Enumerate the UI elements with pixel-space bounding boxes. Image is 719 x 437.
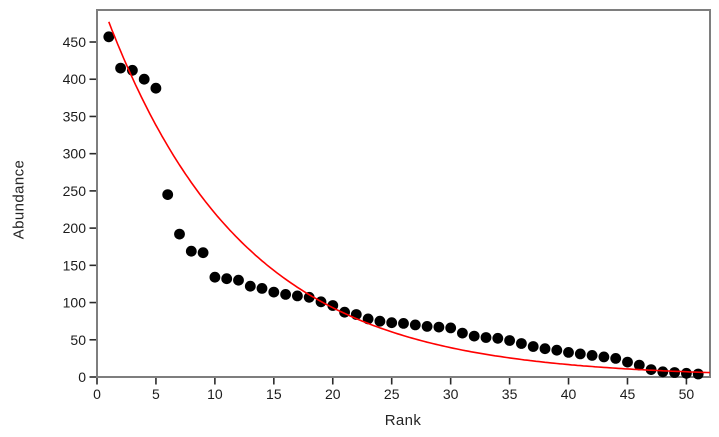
x-tick-label: 45 <box>620 386 636 402</box>
data-point <box>409 319 421 331</box>
data-point <box>386 317 398 329</box>
data-point <box>185 245 197 257</box>
data-point <box>457 327 468 339</box>
data-point <box>610 353 622 364</box>
y-tick-label: 50 <box>70 332 86 348</box>
y-tick-label: 350 <box>63 108 87 124</box>
y-tick-label: 400 <box>63 71 87 87</box>
data-point <box>280 289 291 300</box>
data-point <box>268 286 280 298</box>
data-point <box>504 335 515 346</box>
y-tick-label: 450 <box>63 34 87 50</box>
x-tick-label: 35 <box>502 386 518 402</box>
data-point <box>622 356 633 368</box>
data-point <box>551 344 563 356</box>
data-point <box>398 318 409 329</box>
fit-curve <box>108 21 711 374</box>
data-point <box>574 348 586 360</box>
data-point <box>374 315 386 327</box>
data-point <box>115 62 126 74</box>
y-tick-label: 300 <box>63 146 87 162</box>
x-tick-label: 25 <box>384 386 400 402</box>
x-tick-label: 15 <box>266 386 282 402</box>
data-point <box>669 367 680 378</box>
data-point <box>197 247 209 259</box>
data-point <box>150 82 162 94</box>
data-point <box>292 290 303 302</box>
data-point <box>527 341 539 352</box>
data-point <box>598 351 610 363</box>
y-tick-label: 200 <box>63 220 87 236</box>
data-point <box>209 271 221 283</box>
data-point <box>539 343 551 355</box>
y-tick-label: 150 <box>63 257 87 273</box>
x-tick-label: 40 <box>561 386 577 402</box>
data-point <box>162 189 174 201</box>
data-point <box>633 359 645 371</box>
data-point <box>174 228 185 240</box>
data-point <box>468 330 480 342</box>
y-tick-label: 100 <box>63 295 87 311</box>
data-point <box>692 368 704 380</box>
data-point <box>492 332 504 344</box>
data-point <box>233 274 244 286</box>
plot-border <box>96 9 711 378</box>
y-tick-label: 0 <box>78 369 86 385</box>
x-tick-label: 10 <box>207 386 223 402</box>
data-point <box>221 273 233 285</box>
data-point <box>445 322 457 334</box>
x-tick-label: 30 <box>443 386 459 402</box>
data-point <box>244 280 256 292</box>
x-tick-label: 0 <box>93 386 101 402</box>
data-point <box>480 332 492 343</box>
data-point <box>657 366 669 378</box>
data-point <box>433 321 445 333</box>
data-point <box>421 321 433 332</box>
data-point <box>681 367 692 379</box>
data-point <box>256 283 268 294</box>
x-tick-label: 5 <box>152 386 160 402</box>
data-point <box>103 31 115 43</box>
y-tick-label: 250 <box>63 183 87 199</box>
x-tick-label: 20 <box>325 386 341 402</box>
data-point <box>586 350 598 361</box>
data-point <box>138 73 150 85</box>
data-point <box>516 338 527 349</box>
data-point <box>563 347 574 358</box>
data-point <box>303 291 315 303</box>
x-tick-label: 50 <box>679 386 695 402</box>
